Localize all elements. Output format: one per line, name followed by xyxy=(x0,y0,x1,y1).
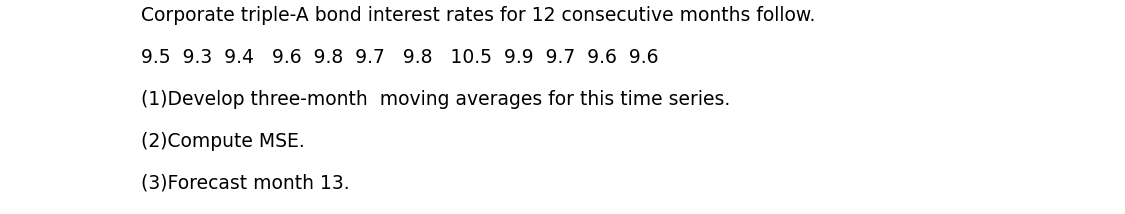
Text: 9.5  9.3  9.4   9.6  9.8  9.7   9.8   10.5  9.9  9.7  9.6  9.6: 9.5 9.3 9.4 9.6 9.8 9.7 9.8 10.5 9.9 9.7… xyxy=(141,48,658,67)
Text: (1)Develop three-month  moving averages for this time series.: (1)Develop three-month moving averages f… xyxy=(141,90,730,109)
Text: (2)Compute MSE.: (2)Compute MSE. xyxy=(141,132,305,151)
Text: Corporate triple-A bond interest rates for 12 consecutive months follow.: Corporate triple-A bond interest rates f… xyxy=(141,6,814,25)
Text: (3)Forecast month 13.: (3)Forecast month 13. xyxy=(141,173,349,192)
